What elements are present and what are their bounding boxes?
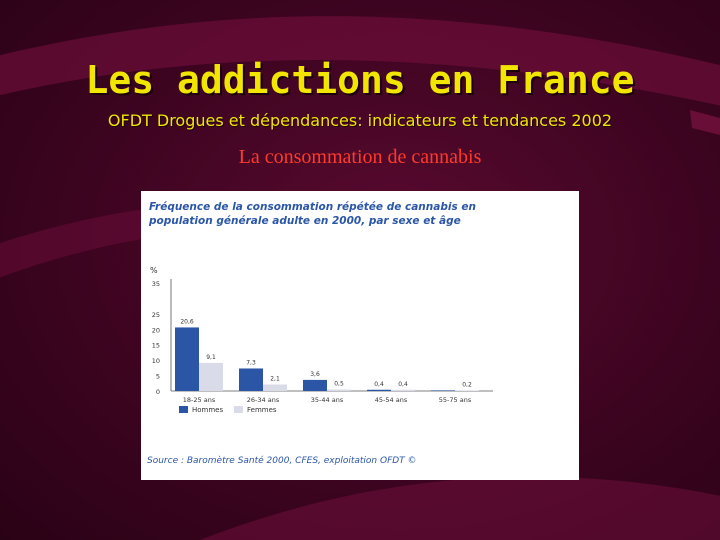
legend-swatch-femmes <box>234 406 243 413</box>
data-label-hommes-1: 20,6 <box>180 318 194 325</box>
legend-swatch-hommes <box>179 406 188 413</box>
bar-femmes-1 <box>199 362 223 391</box>
bar-chart: % 0 5 10 15 20 25 35 20,6 9,1 18-25 ans 7,3 2,1 26-34… <box>150 266 493 414</box>
data-label-femmes-5: 0,2 <box>462 381 472 388</box>
x-category-label: 26-34 ans <box>247 396 280 404</box>
y-tick-label: 25 <box>152 311 160 319</box>
y-tick-label: 5 <box>156 373 160 381</box>
chart-title: Fréquence de la consommation répétée de … <box>149 200 509 228</box>
x-category-label: 35-44 ans <box>311 396 344 404</box>
x-category-label: 18-25 ans <box>183 396 216 404</box>
slide-heading: La consommation de cannabis <box>238 146 482 168</box>
data-label-femmes-2: 2,1 <box>270 376 280 383</box>
data-label-femmes-1: 9,1 <box>206 354 216 361</box>
data-label-hommes-3: 3,6 <box>310 371 320 378</box>
x-category-label: 55-75 ans <box>439 396 472 404</box>
y-tick-label: 0 <box>156 388 160 396</box>
data-label-femmes-4: 0,4 <box>398 381 408 388</box>
y-tick-label: 15 <box>152 342 160 350</box>
legend-label-hommes: Hommes <box>192 406 223 414</box>
data-label-hommes-2: 7,3 <box>246 359 256 366</box>
y-axis-label: % <box>150 266 158 275</box>
legend-label-femmes: Femmes <box>247 406 277 414</box>
bar-hommes-4 <box>367 389 391 391</box>
chart-source: Source : Baromètre Santé 2000, CFES, exp… <box>147 456 417 466</box>
y-tick-label: 20 <box>152 326 160 334</box>
slide-title: Les addictions en France <box>85 58 635 102</box>
y-tick-label: 35 <box>152 280 160 288</box>
chart-panel: Fréquence de la consommation répétée de … <box>141 191 579 480</box>
bar-femmes-5 <box>455 390 479 391</box>
bar-hommes-2 <box>239 368 263 391</box>
data-label-femmes-3: 0,5 <box>334 380 344 387</box>
chart-title-line-1: Fréquence de la consommation répétée de … <box>149 201 476 213</box>
bar-femmes-3 <box>327 389 351 391</box>
slide-subtitle: OFDT Drogues et dépendances: indicateurs… <box>107 111 613 130</box>
bar-femmes-2 <box>263 384 287 391</box>
data-label-hommes-4: 0,4 <box>374 381 384 388</box>
x-category-label: 45-54 ans <box>375 396 408 404</box>
bar-femmes-4 <box>391 389 415 391</box>
y-tick-label: 10 <box>152 357 160 365</box>
chart-title-line-2: population générale adulte en 2000, par … <box>149 215 461 227</box>
bar-hommes-1 <box>175 327 199 391</box>
bar-hommes-3 <box>303 379 327 391</box>
bar-hommes-5 <box>431 390 455 391</box>
